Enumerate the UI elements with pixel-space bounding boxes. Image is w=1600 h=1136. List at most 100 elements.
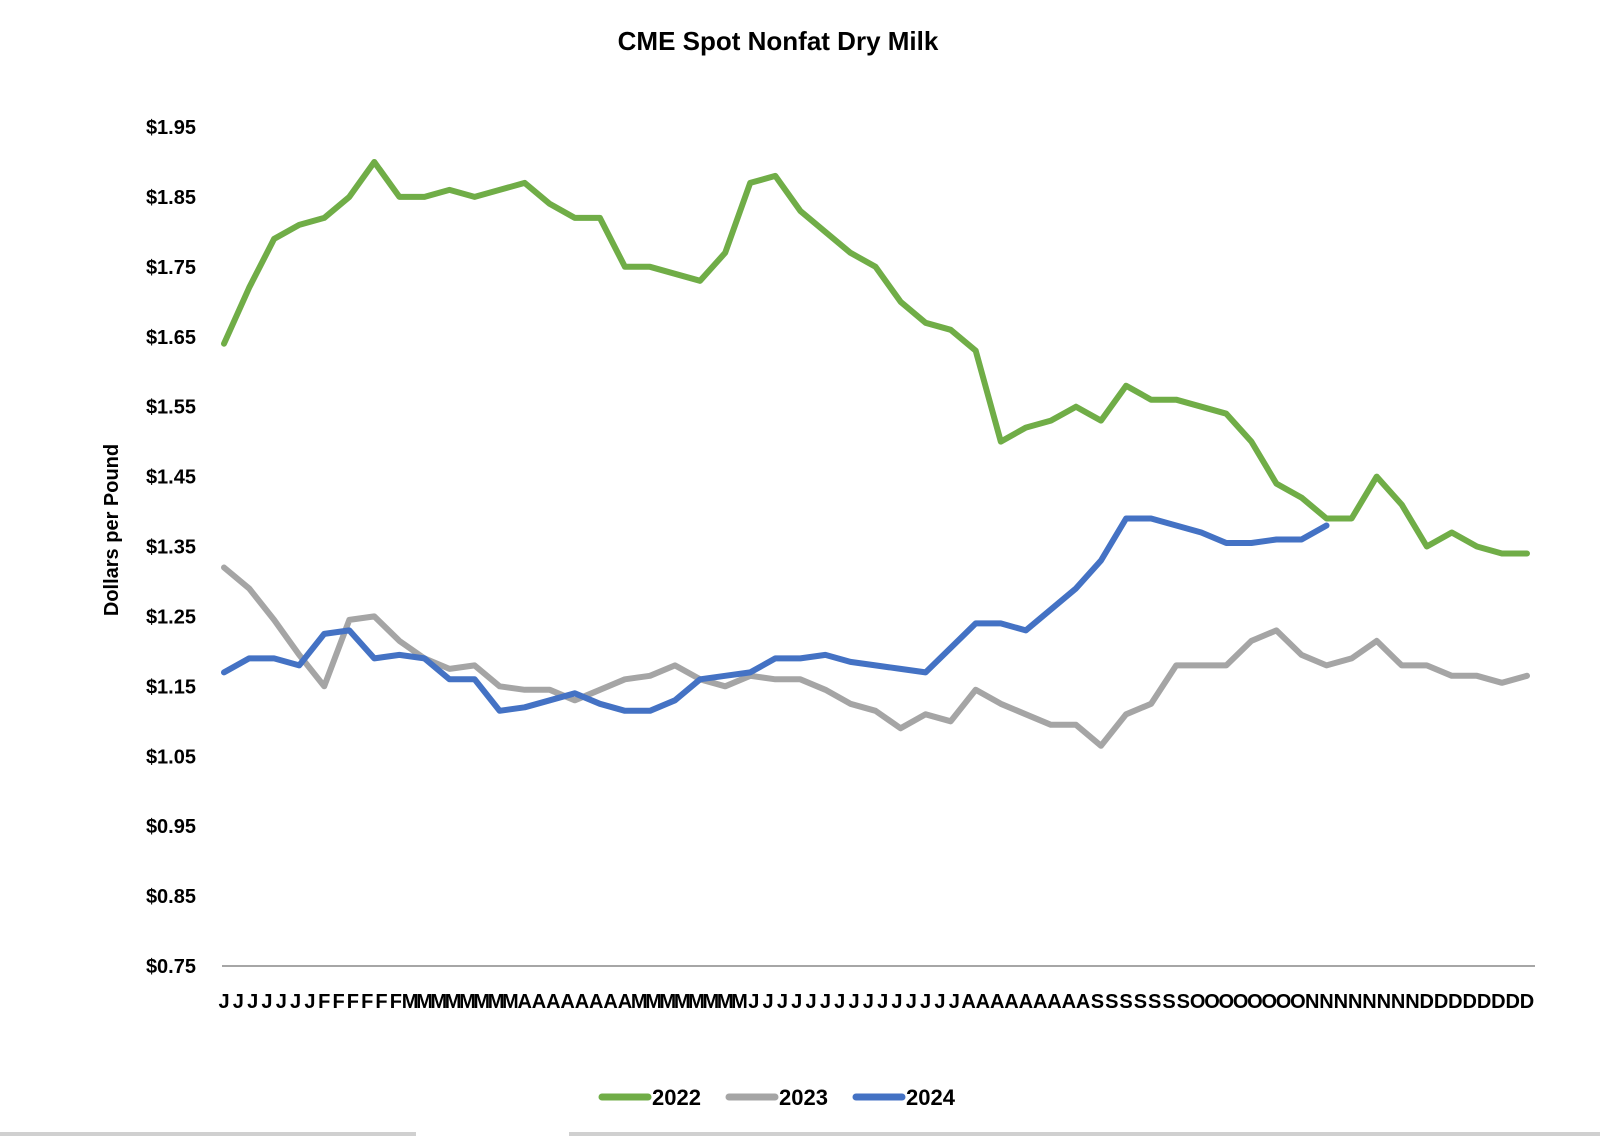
- x-tick-label: F: [347, 991, 359, 1013]
- y-tick-label: $1.45: [146, 467, 196, 489]
- x-tick-label: S: [1134, 991, 1147, 1013]
- x-tick-label: N: [1334, 991, 1348, 1013]
- x-tick-label: O: [1190, 991, 1206, 1013]
- x-tick-label: A: [1076, 991, 1090, 1013]
- x-tick-label: F: [361, 991, 373, 1013]
- x-tick-label: N: [1305, 991, 1319, 1013]
- x-tick-label: J: [247, 991, 258, 1013]
- x-tick-label: N: [1362, 991, 1376, 1013]
- x-tick-label: M: [674, 991, 691, 1013]
- x-tick-label: M: [645, 991, 662, 1013]
- x-tick-label: J: [920, 991, 931, 1013]
- x-tick-label: D: [1434, 991, 1448, 1013]
- x-tick-label: M: [402, 991, 419, 1013]
- x-tick-label: M: [688, 991, 705, 1013]
- x-tick-label: O: [1261, 991, 1277, 1013]
- legend-item-2023: 2023: [725, 1085, 828, 1110]
- x-tick-label: A: [589, 991, 603, 1013]
- x-tick-label: J: [934, 991, 945, 1013]
- x-tick-label: A: [546, 991, 560, 1013]
- x-tick-label: D: [1462, 991, 1476, 1013]
- y-tick-label: $1.65: [146, 327, 196, 349]
- x-tick-label: S: [1148, 991, 1161, 1013]
- x-tick-label: O: [1247, 991, 1263, 1013]
- x-tick-label: N: [1377, 991, 1391, 1013]
- x-tick-label: F: [318, 991, 330, 1013]
- x-tick-label: S: [1177, 991, 1190, 1013]
- legend-label: 2024: [906, 1085, 956, 1110]
- x-tick-label: M: [717, 991, 734, 1013]
- y-tick-label: $0.95: [146, 816, 196, 838]
- x-tick-label: D: [1520, 991, 1534, 1013]
- y-tick-label: $1.95: [146, 117, 196, 139]
- x-tick-label: J: [949, 991, 960, 1013]
- x-tick-label: O: [1219, 991, 1235, 1013]
- x-tick-label: D: [1505, 991, 1519, 1013]
- x-tick-label: J: [304, 991, 315, 1013]
- x-tick-label: J: [891, 991, 902, 1013]
- x-tick-label: A: [560, 991, 574, 1013]
- legend-item-2024: 2024: [852, 1085, 956, 1110]
- y-tick-label: $1.75: [146, 257, 196, 279]
- x-tick-label: A: [1062, 991, 1076, 1013]
- x-tick-label: S: [1119, 991, 1132, 1013]
- x-tick-label: M: [473, 991, 490, 1013]
- x-tick-label: A: [1033, 991, 1047, 1013]
- x-tick-label: A: [961, 991, 975, 1013]
- x-tick-label: A: [1047, 991, 1061, 1013]
- y-tick-label: $1.25: [146, 606, 196, 628]
- x-tick-label: J: [763, 991, 774, 1013]
- series-line-2023: [221, 564, 1530, 749]
- legend-label: 2023: [779, 1085, 828, 1110]
- x-tick-label: J: [877, 991, 888, 1013]
- x-tick-label: J: [834, 991, 845, 1013]
- x-tick-label: O: [1290, 991, 1306, 1013]
- x-tick-label: A: [603, 991, 617, 1013]
- x-tick-label: F: [375, 991, 387, 1013]
- x-tick-label: O: [1276, 991, 1292, 1013]
- x-tick-label: M: [731, 991, 748, 1013]
- x-tick-label: N: [1405, 991, 1419, 1013]
- x-tick-label: J: [906, 991, 917, 1013]
- x-tick-label: M: [502, 991, 519, 1013]
- x-tick-label: M: [702, 991, 719, 1013]
- x-tick-label: S: [1105, 991, 1118, 1013]
- x-tick-label: M: [631, 991, 648, 1013]
- x-tick-label: A: [575, 991, 589, 1013]
- x-tick-label: D: [1448, 991, 1462, 1013]
- x-tick-label: D: [1491, 991, 1505, 1013]
- x-tick-label: O: [1233, 991, 1249, 1013]
- divider: [0, 1132, 416, 1136]
- x-tick-label: M: [459, 991, 476, 1013]
- y-tick-label: $1.35: [146, 537, 196, 559]
- x-tick-label: J: [261, 991, 272, 1013]
- x-tick-label: J: [276, 991, 287, 1013]
- x-tick-label: M: [660, 991, 677, 1013]
- y-tick-label: $0.85: [146, 886, 196, 908]
- x-tick-label: A: [517, 991, 531, 1013]
- x-tick-label: A: [1004, 991, 1018, 1013]
- y-tick-label: $0.75: [146, 956, 196, 978]
- chart-title: CME Spot Nonfat Dry Milk: [618, 26, 939, 56]
- x-tick-label: A: [532, 991, 546, 1013]
- x-tick-label: J: [233, 991, 244, 1013]
- x-tick-label: F: [332, 991, 344, 1013]
- x-tick-label: M: [488, 991, 505, 1013]
- legend-item-2022: 2022: [598, 1085, 701, 1110]
- series-line-2022: [221, 159, 1530, 557]
- x-tick-label: A: [1019, 991, 1033, 1013]
- x-tick-label: M: [416, 991, 433, 1013]
- x-tick-label: J: [863, 991, 874, 1013]
- y-tick-label: $1.05: [146, 746, 196, 768]
- x-tick-label: F: [390, 991, 402, 1013]
- y-tick-label: $1.15: [146, 676, 196, 698]
- x-tick-label: D: [1477, 991, 1491, 1013]
- x-tick-label: A: [990, 991, 1004, 1013]
- x-tick-label: J: [748, 991, 759, 1013]
- legend-label: 2022: [652, 1085, 701, 1110]
- x-tick-label: O: [1204, 991, 1220, 1013]
- x-tick-label: J: [290, 991, 301, 1013]
- x-tick-label: S: [1091, 991, 1104, 1013]
- x-tick-label: J: [218, 991, 229, 1013]
- x-tick-label: J: [806, 991, 817, 1013]
